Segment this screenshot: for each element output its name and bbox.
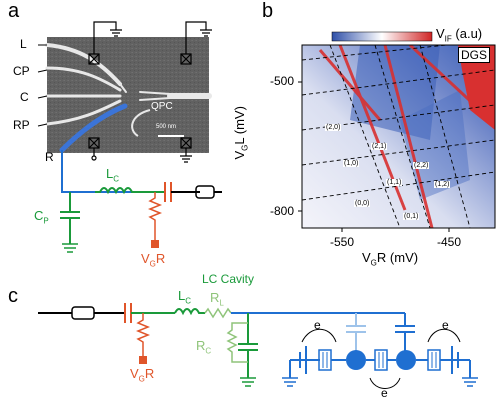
rl-label: RL <box>210 290 224 308</box>
charge-state-label: (2,0) <box>325 124 342 131</box>
scale-bar <box>158 135 184 137</box>
charge-state-label: (2,1) <box>371 143 388 150</box>
ytick-500: -500 <box>270 74 295 88</box>
panel-b-letter: b <box>262 0 274 22</box>
quantum-dot-right <box>396 350 416 370</box>
ohmic-contact-bottom-left <box>88 137 100 161</box>
gate-label-l: L <box>20 37 27 51</box>
scale-bar-label: 500 nm <box>156 124 177 130</box>
lc-label-a: LC <box>106 166 120 184</box>
ohmic-contact-top-right <box>180 21 212 65</box>
charge-state-label: (2,2) <box>413 162 430 169</box>
panel-a-circuit <box>60 150 222 253</box>
charge-state-label: (1,2) <box>434 181 451 188</box>
panel-c-letter: c <box>8 285 18 307</box>
ohmic-contact-bottom-right <box>180 137 192 163</box>
quantum-dot-left <box>346 350 366 370</box>
x-axis-label: VGR (mV) <box>362 250 419 268</box>
dgs-tag: DGS <box>458 47 491 63</box>
charge-state-label: (1,0) <box>343 160 360 167</box>
gate-label-c: C <box>20 90 29 104</box>
cp-label-a: CP <box>34 208 49 226</box>
ohmic-contact-top-left <box>88 21 122 65</box>
electron-label: e <box>442 318 449 332</box>
colorbar <box>331 31 433 42</box>
xtick-450: -450 <box>437 235 462 249</box>
rc-label: RC <box>196 338 212 356</box>
vgr-label-c: VGR <box>130 366 155 384</box>
charge-state-label: (0,1) <box>403 213 420 220</box>
electron-label: e <box>381 386 388 400</box>
colorbar-label: VIF (a.u) <box>436 26 483 44</box>
gate-fingers <box>45 43 212 126</box>
ytick-800: -800 <box>270 204 295 218</box>
panel-a-letter: a <box>8 0 20 22</box>
lc-label-c: LC <box>178 288 192 306</box>
gate-label-cp: CP <box>13 64 30 78</box>
charge-state-label: (1,1) <box>386 179 403 186</box>
qpc-gate <box>131 109 151 137</box>
vgr-label-a: VGR <box>141 251 166 269</box>
qpc-label: QPC <box>151 101 173 112</box>
charge-state-label: (0,0) <box>354 200 371 207</box>
gate-label-r: R <box>45 150 54 164</box>
xtick-550: -550 <box>330 235 355 249</box>
r-gate-highlight <box>59 103 128 153</box>
lc-cavity-label: LC Cavity <box>202 272 255 286</box>
gate-label-rp: RP <box>13 118 30 132</box>
electron-label: e <box>314 318 321 332</box>
